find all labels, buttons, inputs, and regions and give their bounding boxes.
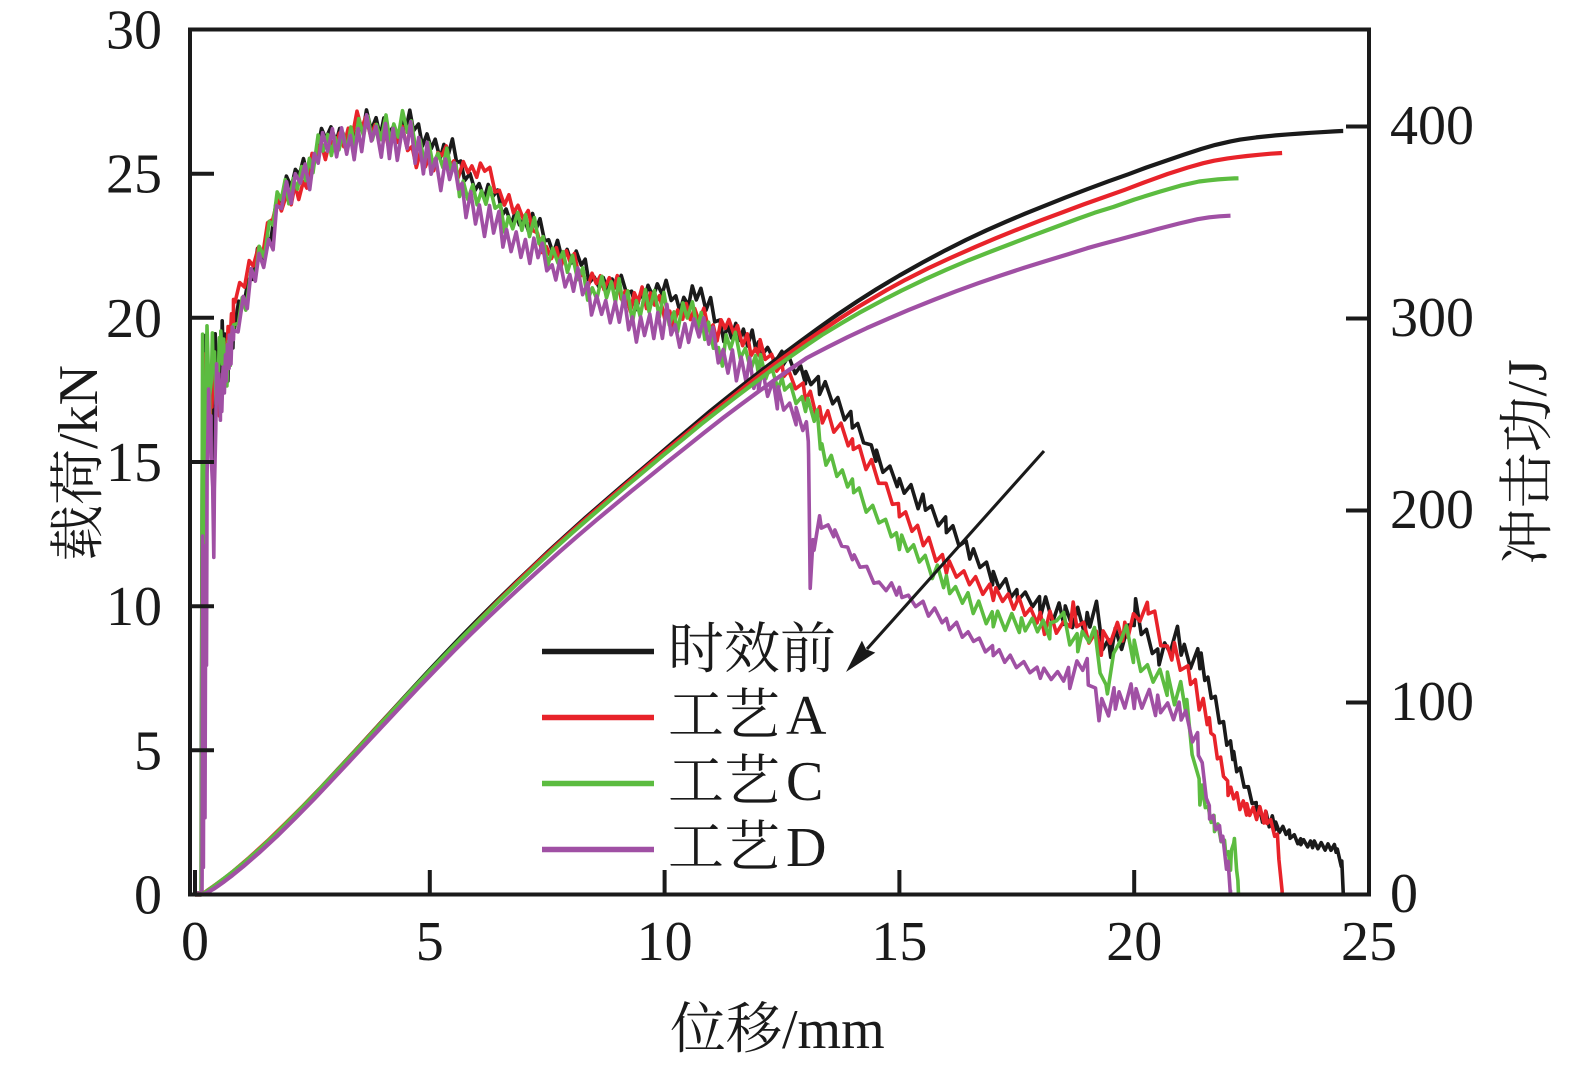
svg-text:D: D <box>786 817 826 879</box>
svg-text:20: 20 <box>1106 911 1162 973</box>
svg-text:100: 100 <box>1390 671 1474 733</box>
svg-text:10: 10 <box>637 911 693 973</box>
svg-text:A: A <box>786 685 827 747</box>
svg-text:15: 15 <box>871 911 927 973</box>
svg-text:10: 10 <box>106 576 162 638</box>
svg-text:400: 400 <box>1390 95 1474 157</box>
svg-text:0: 0 <box>134 865 162 927</box>
svg-text:20: 20 <box>106 288 162 350</box>
svg-text:/J: /J <box>1497 359 1559 396</box>
svg-text:/kN: /kN <box>48 365 110 449</box>
svg-text:25: 25 <box>1341 911 1397 973</box>
svg-text:5: 5 <box>134 720 162 782</box>
svg-text:/mm: /mm <box>782 999 885 1061</box>
svg-text:C: C <box>786 751 823 813</box>
svg-text:200: 200 <box>1390 479 1474 541</box>
svg-text:300: 300 <box>1390 287 1474 349</box>
svg-text:15: 15 <box>106 432 162 494</box>
svg-text:30: 30 <box>106 0 162 62</box>
svg-text:5: 5 <box>416 911 444 973</box>
svg-text:0: 0 <box>1390 863 1418 925</box>
svg-text:0: 0 <box>181 911 209 973</box>
svg-text:25: 25 <box>106 144 162 206</box>
